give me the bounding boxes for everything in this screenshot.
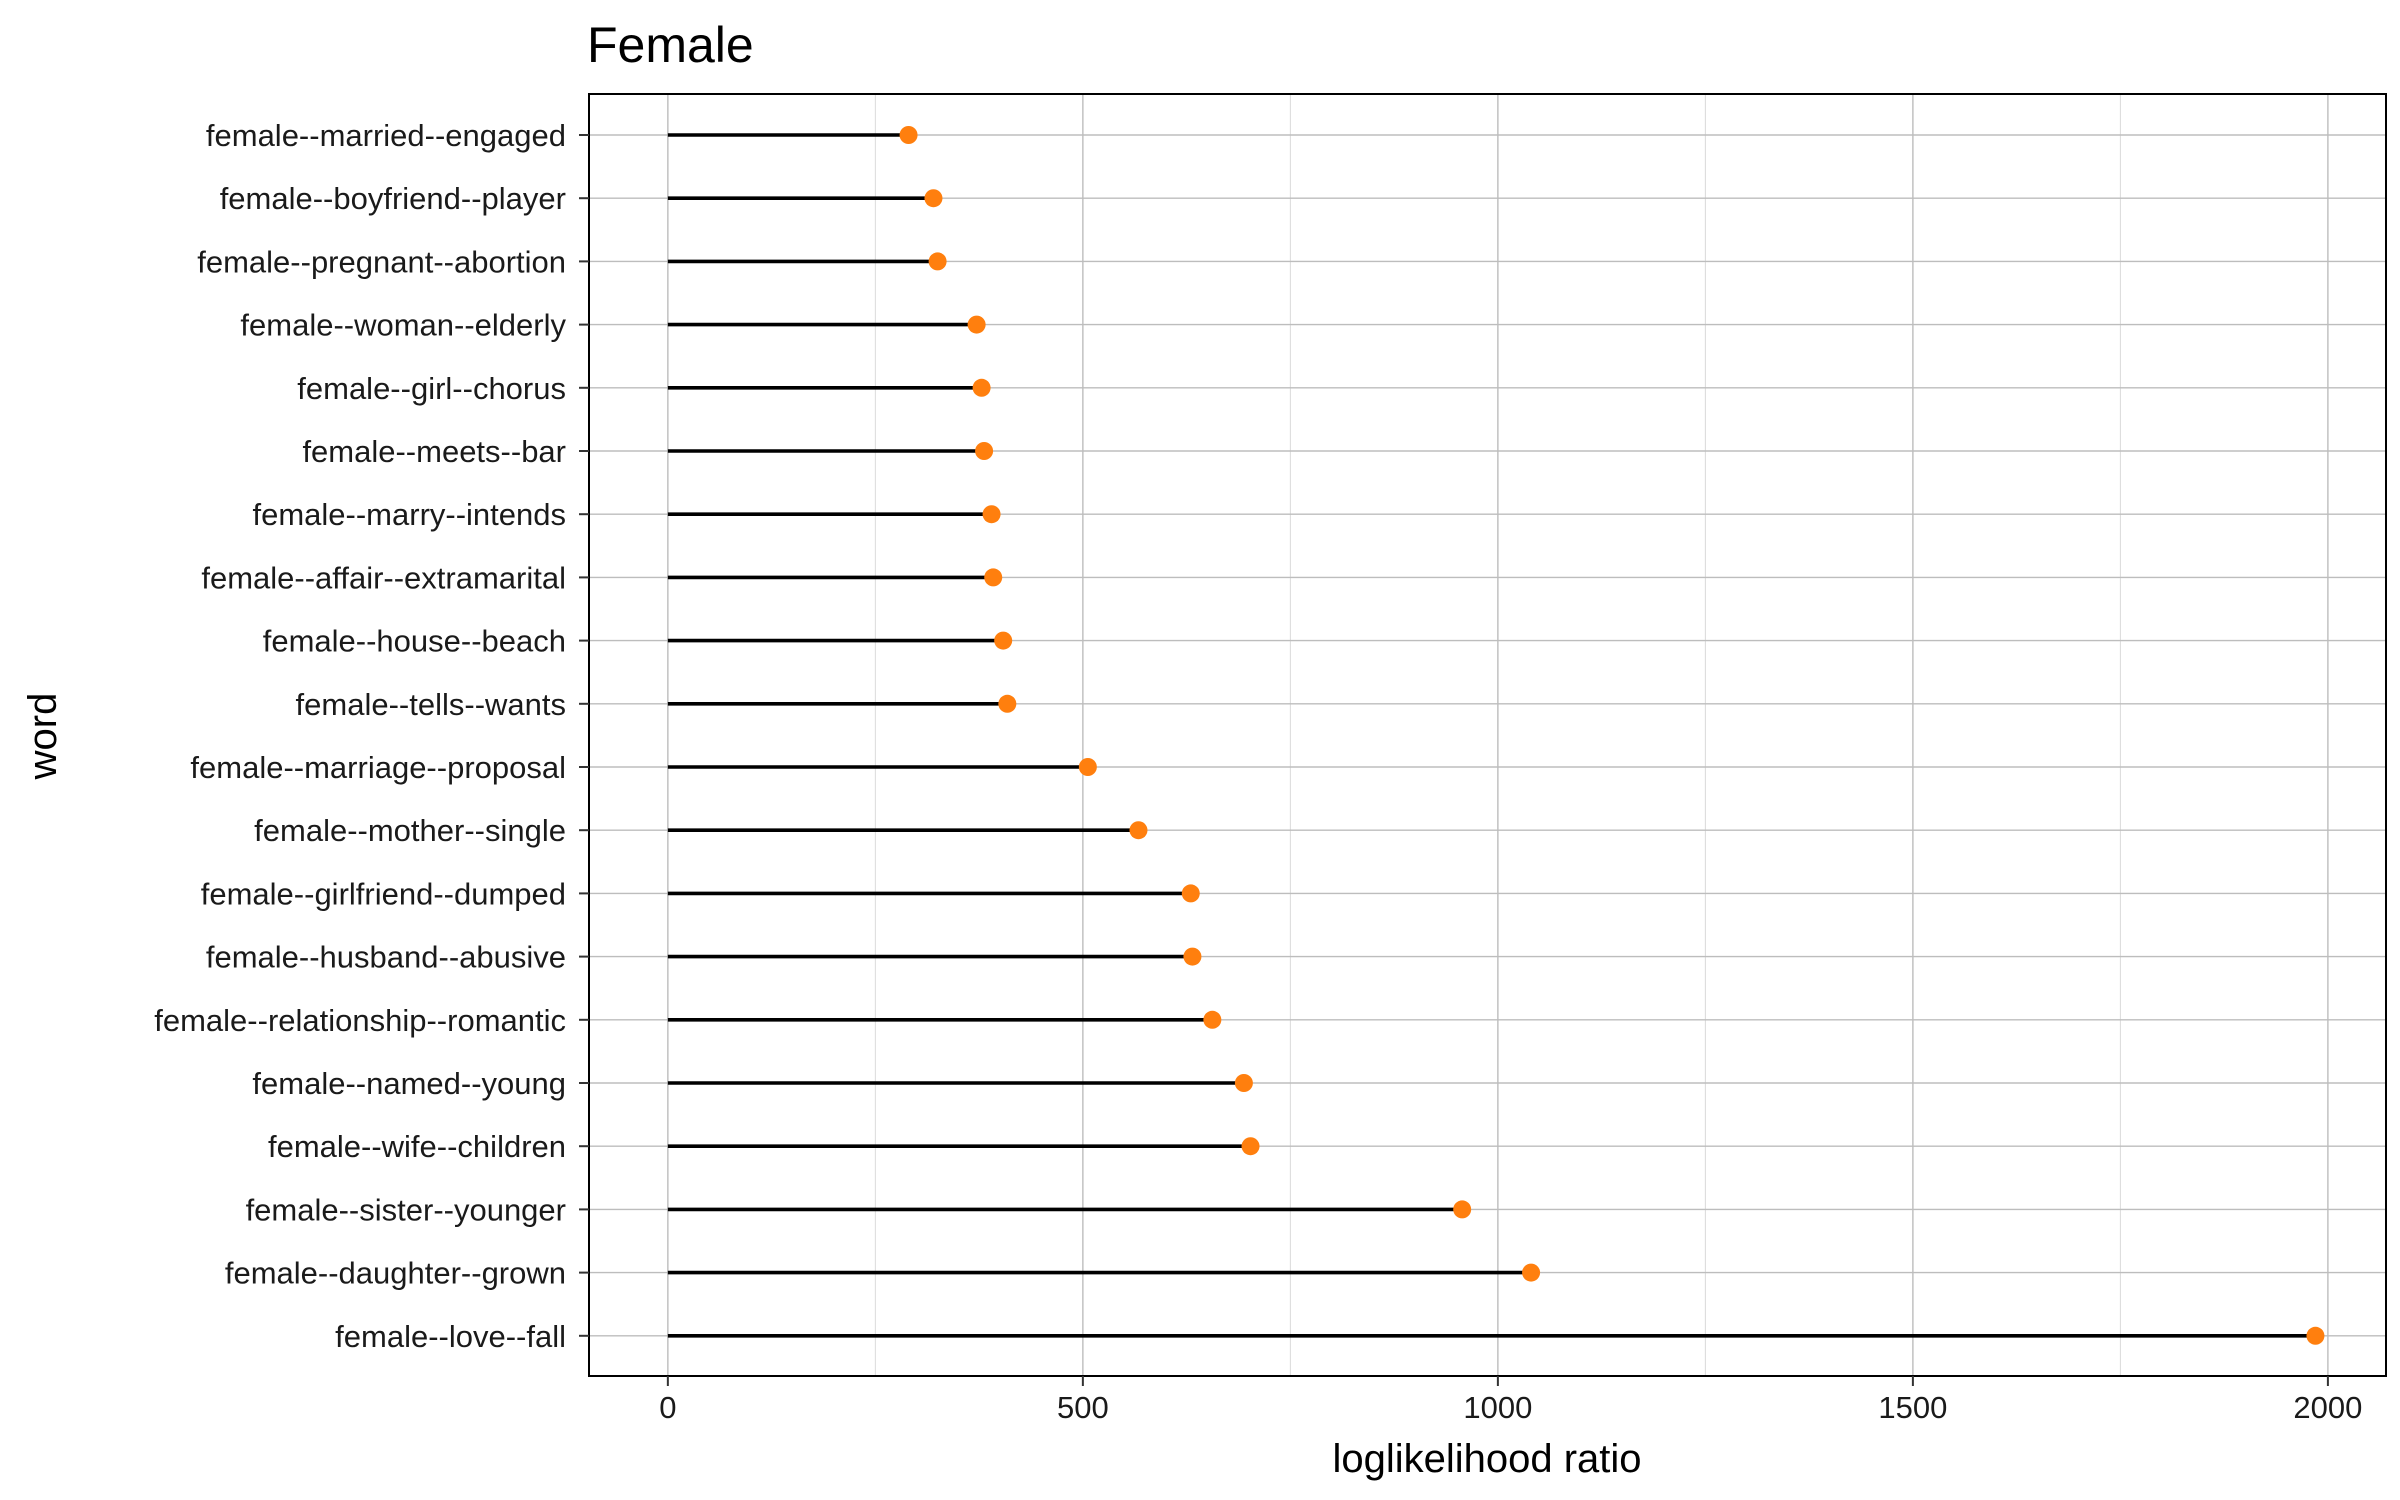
lollipop-points: [899, 126, 2325, 1345]
y-tick-label-2: female--pregnant--abortion: [197, 244, 566, 279]
lollipop-point-14: [1203, 1010, 1222, 1029]
y-tick-label-5: female--meets--bar: [302, 434, 566, 469]
lollipop-point-10: [1078, 758, 1097, 776]
lollipop-point-13: [1183, 947, 1202, 966]
lollipop-point-17: [1453, 1200, 1472, 1219]
lollipop-point-15: [1234, 1074, 1253, 1092]
y-tick-label-10: female--marriage--proposal: [190, 750, 566, 785]
panel-background: [589, 94, 2386, 1376]
lollipop-point-9: [998, 694, 1017, 713]
y-tick-label-3: female--woman--elderly: [240, 308, 566, 343]
y-tick-label-14: female--relationship--romantic: [154, 1003, 566, 1038]
lollipop-point-8: [994, 631, 1013, 650]
y-tick-label-7: female--affair--extramarital: [201, 560, 566, 595]
lollipop-segments: [667, 133, 2316, 1338]
x-axis-title: loglikelihood ratio: [1332, 1437, 1641, 1481]
y-tick-label-17: female--sister--younger: [246, 1192, 566, 1227]
y-tick-label-18: female--daughter--grown: [225, 1256, 566, 1291]
lollipop-point-19: [2306, 1326, 2325, 1345]
x-tick-label-4: 2000: [2293, 1390, 2362, 1425]
panel-border: [588, 93, 2387, 1377]
lollipop-point-3: [967, 315, 986, 334]
x-tick-label-2: 1000: [1463, 1390, 1532, 1425]
lollipop-point-4: [972, 378, 991, 397]
lollipop-point-0: [899, 126, 918, 144]
y-tick-labels: female--married--engaged female--boyfrien…: [154, 118, 589, 1354]
y-axis-title: word: [21, 693, 65, 781]
x-tick-label-0: 0: [659, 1390, 676, 1425]
y-tick-label-12: female--girlfriend--dumped: [201, 876, 566, 911]
y-tick-label-16: female--wife--children: [268, 1129, 566, 1164]
lollipop-point-7: [984, 568, 1003, 587]
y-tick-label-1: female--boyfriend--player: [220, 181, 566, 216]
lollipop-point-6: [982, 505, 1001, 524]
y-tick-label-11: female--mother--single: [254, 813, 566, 848]
x-tick-label-1: 500: [1057, 1390, 1109, 1425]
lollipop-point-1: [924, 189, 943, 208]
lollipop-point-18: [1522, 1263, 1541, 1282]
lollipop-point-16: [1241, 1137, 1260, 1156]
y-tick-label-19: female--love--fall: [335, 1319, 566, 1354]
y-tick-label-9: female--tells--wants: [296, 687, 566, 722]
y-tick-label-8: female--house--beach: [263, 624, 566, 659]
lollipop-point-12: [1181, 884, 1200, 903]
x-tick-labels: 0 500 1000 1500 2000: [659, 1376, 2362, 1425]
y-tick-label-6: female--marry--intends: [252, 497, 566, 532]
y-tick-label-4: female--girl--chorus: [297, 371, 566, 406]
lollipop-point-2: [928, 252, 947, 271]
y-tick-label-15: female--named--young: [252, 1066, 566, 1101]
lollipop-point-11: [1129, 821, 1148, 840]
x-tick-label-3: 1500: [1878, 1390, 1947, 1425]
lollipop-point-5: [975, 442, 994, 460]
y-tick-label-0: female--married--engaged: [206, 118, 566, 153]
chart-title: Female: [587, 17, 754, 73]
y-tick-label-13: female--husband--abusive: [206, 940, 566, 975]
